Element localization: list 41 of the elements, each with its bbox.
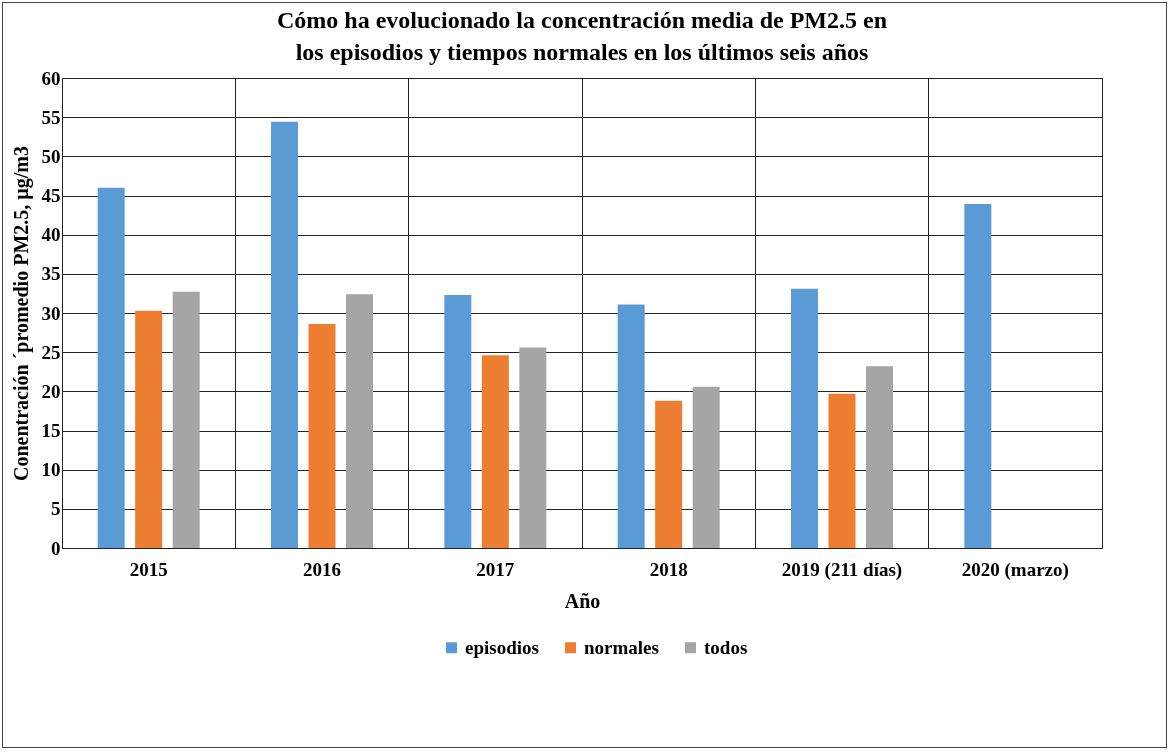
bar (828, 393, 856, 548)
y-tick-label: 35 (41, 263, 61, 285)
y-tick-label: 0 (51, 537, 61, 559)
bar (135, 310, 163, 548)
y-tick-label: 45 (41, 185, 61, 206)
bar (172, 291, 200, 548)
y-tick-label: 10 (41, 459, 61, 481)
x-tick-label: 2019 (211 días) (781, 558, 903, 581)
y-tick-label: 15 (41, 420, 61, 441)
y-tick-label: 20 (41, 380, 61, 402)
bar (308, 323, 336, 548)
bar (519, 347, 547, 548)
bar (97, 187, 125, 548)
bar (866, 366, 894, 548)
y-tick-label: 30 (41, 302, 61, 324)
legend-label: normales (584, 636, 659, 658)
x-axis-title: Año (564, 589, 601, 612)
x-tick-label: 2017 (476, 558, 515, 580)
chart-title: Cómo ha evolucionado la concentración media de PM2.5 en los episodios y tiempos normales en los últimos seis años (277, 7, 887, 65)
y-tick-label: 55 (41, 106, 61, 128)
x-tick-label: 2016 (303, 558, 341, 580)
x-tick-label: 2018 (649, 558, 688, 580)
bar (964, 204, 992, 548)
y-tick-label: 50 (41, 145, 61, 167)
bar (346, 294, 374, 548)
y-tick-label: 25 (41, 341, 61, 363)
bar (270, 121, 298, 548)
bar (481, 355, 509, 548)
legend-label: episodios (465, 636, 539, 658)
y-tick-label: 5 (51, 498, 61, 520)
y-axis-title: Conentración ´promedio PM2.5, µg/m3 (9, 145, 33, 482)
y-tick-label: 60 (41, 67, 61, 89)
bar (444, 294, 472, 548)
x-tick-label: 2015 (129, 558, 168, 580)
legend-label: todos (704, 636, 748, 658)
bar (617, 304, 645, 548)
x-tick-label: 2020 (marzo) (961, 558, 1069, 581)
bar (790, 288, 818, 548)
y-tick-label: 40 (41, 224, 61, 246)
bar (692, 386, 720, 548)
bar (655, 400, 683, 548)
